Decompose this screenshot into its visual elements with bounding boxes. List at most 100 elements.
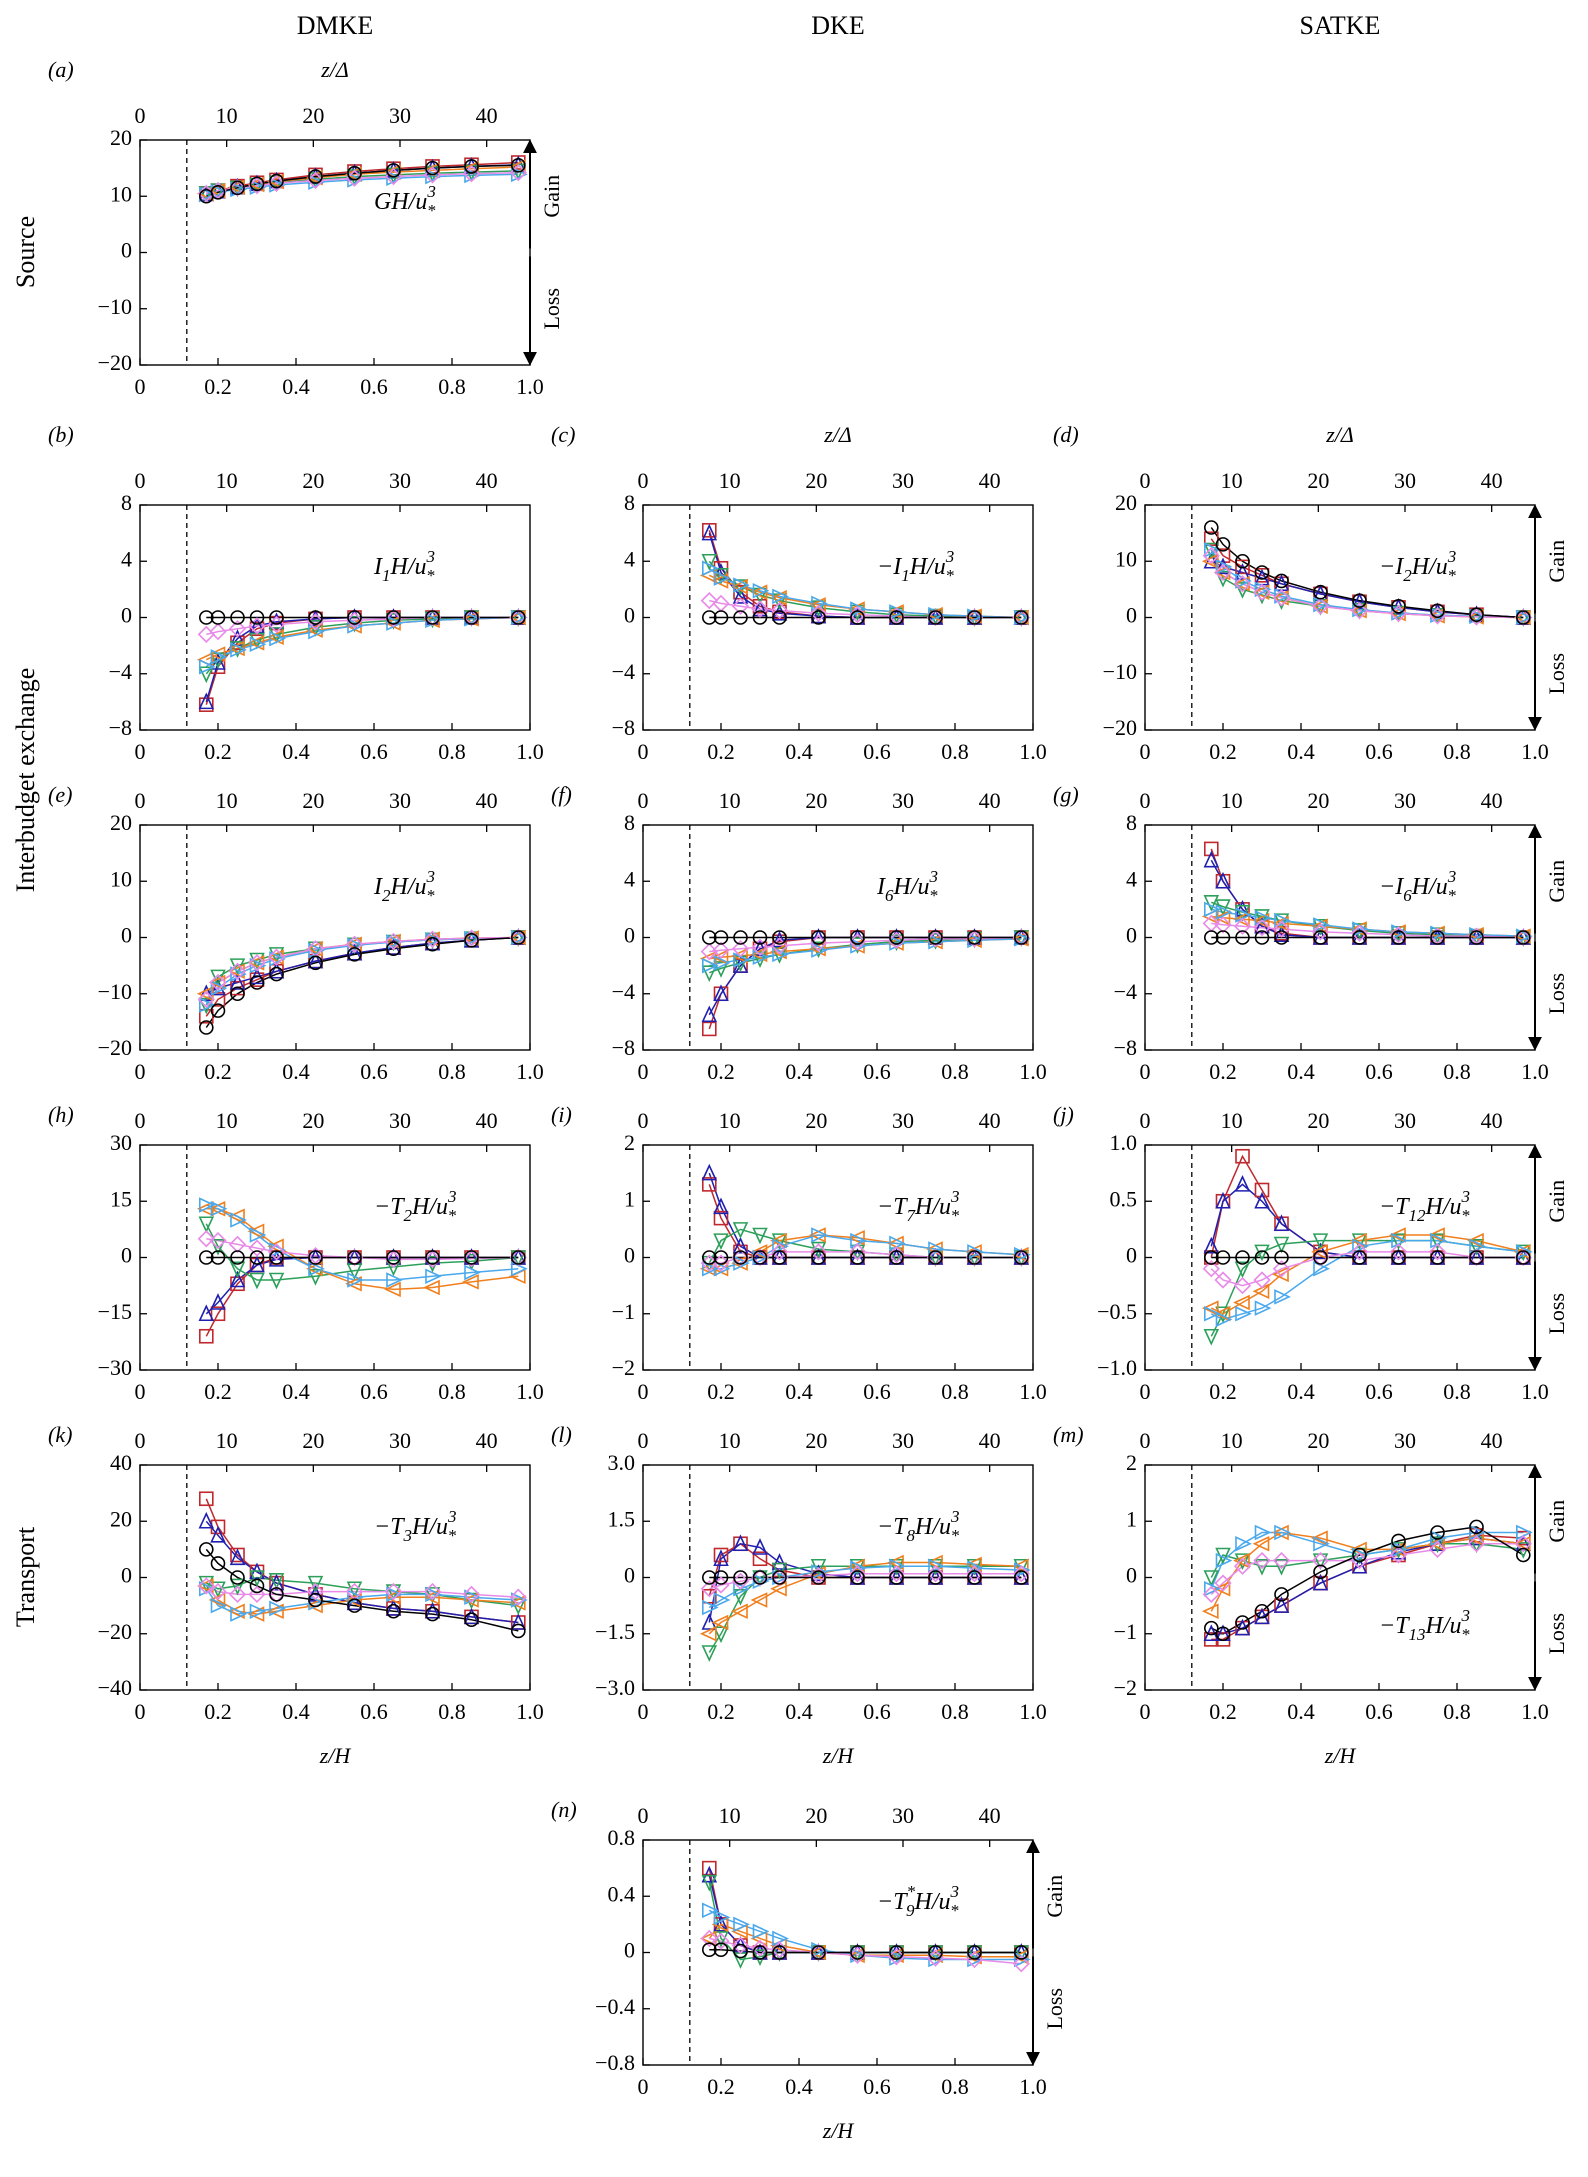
annotation-part: H/u <box>909 554 946 580</box>
x-tick-label: 1.0 <box>1019 1699 1047 1724</box>
data-point <box>1203 1236 1220 1254</box>
data-point <box>1516 1244 1533 1260</box>
data-point <box>1213 1305 1231 1322</box>
x2-tick-label: 0 <box>135 1428 146 1453</box>
data-point <box>230 180 245 196</box>
data-point <box>927 933 944 950</box>
annotation-part: 3 <box>1461 1606 1471 1625</box>
data-point <box>1215 1311 1233 1328</box>
x-tick-label: 1.0 <box>516 1059 544 1084</box>
x2-tick-label: 0 <box>1140 788 1151 813</box>
data-point <box>228 1603 245 1620</box>
data-point <box>249 1250 265 1265</box>
data-point <box>1352 1547 1367 1563</box>
data-point <box>701 1860 717 1876</box>
data-point <box>1311 923 1330 941</box>
data-point <box>199 1491 214 1507</box>
data-point <box>1273 1236 1290 1254</box>
data-point <box>198 997 215 1015</box>
data-point <box>1202 1585 1220 1604</box>
data-point <box>701 1260 719 1277</box>
annotation-part: 3 <box>426 182 436 201</box>
data-point <box>1430 603 1445 619</box>
data-point <box>269 173 284 189</box>
y-tick-label: 20 <box>110 125 132 150</box>
data-point <box>928 610 943 625</box>
data-point <box>701 560 719 577</box>
y-tick-label: 0.5 <box>1110 1186 1138 1211</box>
y-tick-label: −1 <box>1114 1619 1137 1644</box>
data-point <box>1351 592 1368 610</box>
data-point <box>230 986 245 1002</box>
y-tick-label: −4 <box>612 979 635 1004</box>
data-point <box>701 1902 719 1919</box>
data-point <box>810 606 827 624</box>
data-point <box>1235 553 1250 569</box>
annotation-part: 2 <box>1403 566 1412 585</box>
data-point <box>346 1581 363 1599</box>
x2-tick-label: 0 <box>135 1108 146 1133</box>
data-point <box>712 941 730 959</box>
data-point <box>1514 928 1532 947</box>
x-tick-label: 1.0 <box>1019 739 1047 764</box>
x-tick-label: 0.4 <box>1287 1059 1315 1084</box>
panel-label: (g) <box>1053 782 1079 807</box>
data-point <box>424 932 441 950</box>
data-point <box>346 937 363 955</box>
x2-tick-label: 30 <box>892 788 914 813</box>
data-point <box>1253 1271 1271 1289</box>
y-tick-label: 1 <box>1126 1506 1137 1531</box>
x2-tick-label: 10 <box>1221 1428 1243 1453</box>
data-point <box>1215 904 1233 920</box>
data-point <box>1254 1524 1272 1541</box>
data-point <box>1516 610 1531 625</box>
data-point <box>772 930 787 945</box>
data-point <box>967 1570 982 1585</box>
x-tick-label: 0.8 <box>941 1379 969 1404</box>
data-point <box>307 1575 324 1593</box>
annotation-part: −I <box>877 554 902 580</box>
data-point <box>462 1274 479 1290</box>
x-tick-label: 1.0 <box>1019 2074 1047 2099</box>
column-header: DMKE <box>297 11 374 40</box>
x-tick-label: 0.2 <box>204 1699 232 1724</box>
data-point <box>347 1589 364 1605</box>
data-point <box>196 1200 214 1217</box>
data-point <box>731 1936 750 1955</box>
data-point <box>1467 608 1486 626</box>
data-point <box>1011 1558 1029 1575</box>
gain-label: Gain <box>539 175 564 218</box>
x2-tick-label: 0 <box>135 103 146 128</box>
annotation-part: H/u <box>390 554 427 580</box>
y-tick-label: −15 <box>98 1299 132 1324</box>
data-point <box>1272 1260 1291 1278</box>
data-point <box>1233 911 1250 927</box>
x-axis-title: z/H <box>822 1743 855 1768</box>
data-point <box>926 608 945 627</box>
data-point <box>229 1578 246 1596</box>
x2-tick-label: 40 <box>1481 1108 1503 1133</box>
data-point <box>752 610 768 625</box>
data-point <box>1013 1570 1029 1585</box>
data-point <box>751 600 769 618</box>
data-point <box>510 1250 526 1265</box>
y-tick-label: 20 <box>110 810 132 835</box>
data-point <box>1312 1573 1329 1591</box>
data-point <box>249 1272 265 1290</box>
data-point <box>1204 520 1219 535</box>
annotation-part: 9 <box>906 1901 915 1920</box>
data-point <box>811 610 826 625</box>
data-point <box>1467 1232 1484 1249</box>
data-point <box>1214 1271 1232 1289</box>
x-axis-title: z/H <box>1324 1743 1357 1768</box>
annotation-part: * <box>426 566 435 585</box>
x-tick-label: 0.8 <box>1443 739 1471 764</box>
data-point <box>210 1250 226 1265</box>
data-point <box>268 961 285 979</box>
data-point <box>711 1614 729 1631</box>
data-point <box>810 1241 827 1259</box>
data-point <box>384 1281 401 1298</box>
y-tick-label: −20 <box>98 1035 132 1060</box>
x2-tick-label: 10 <box>1221 1108 1243 1133</box>
x-tick-label: 0.8 <box>1443 1059 1471 1084</box>
